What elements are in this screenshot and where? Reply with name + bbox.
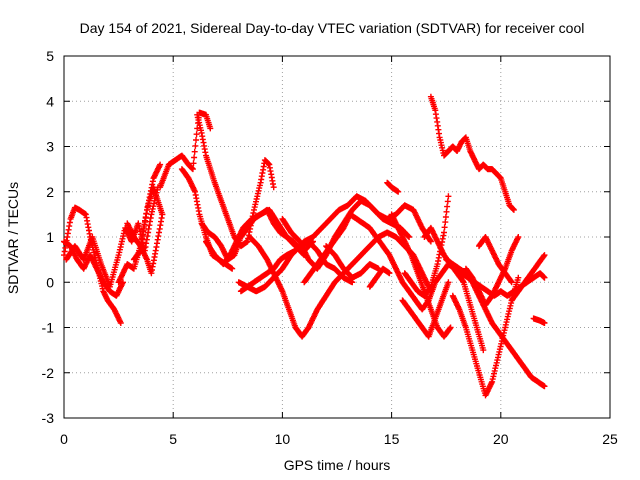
axis-ticks	[63, 55, 611, 419]
y-tick-label: 2	[46, 184, 54, 200]
series-arc18	[366, 265, 393, 290]
y-tick-label: -3	[42, 410, 55, 426]
y-tick-label: 3	[46, 139, 54, 155]
data-point	[191, 154, 198, 161]
data-point	[444, 203, 451, 210]
data-point	[117, 320, 124, 326]
data-point	[115, 252, 122, 259]
y-tick-label: 1	[46, 229, 54, 245]
y-tick-label: 0	[46, 274, 54, 290]
series-arc19	[384, 179, 402, 195]
x-tick-label: 5	[169, 431, 177, 447]
x-tick-label: 10	[275, 431, 291, 447]
data-point	[137, 247, 144, 254]
data-point	[229, 265, 236, 272]
data-point	[190, 160, 197, 167]
data-point	[157, 161, 164, 168]
y-axis-label: SDTVAR / TECUs	[5, 182, 21, 294]
series-arc14	[237, 193, 413, 295]
data-point	[441, 224, 448, 231]
y-tick-label: 4	[46, 93, 54, 109]
x-tick-label: 25	[602, 431, 618, 447]
data-point	[144, 233, 151, 240]
data-point	[443, 208, 450, 215]
data-point	[270, 184, 277, 191]
x-axis-label: GPS time / hours	[284, 457, 391, 473]
data-point	[189, 166, 196, 173]
x-tick-label: 0	[60, 431, 68, 447]
series-arc11	[203, 206, 316, 268]
y-tick-labels: -3 -2 -1 0 1 2 3 4 5	[42, 48, 55, 426]
data-point	[207, 125, 214, 132]
x-tick-label: 20	[493, 431, 509, 447]
data-point	[139, 235, 146, 242]
data-point	[66, 223, 73, 230]
data-point	[193, 131, 200, 138]
data-point	[191, 148, 198, 155]
series-arc7	[157, 109, 214, 191]
data-point	[159, 211, 166, 218]
series-arc30	[530, 315, 548, 326]
data-point	[192, 142, 199, 149]
data-point	[193, 137, 199, 143]
series-arc24	[427, 93, 517, 213]
series-arc6	[130, 184, 166, 263]
data-point	[442, 214, 449, 220]
x-tick-label: 15	[384, 431, 400, 447]
x-tick-labels: 0 5 10 15 20 25	[60, 431, 618, 447]
y-tick-label: 5	[46, 48, 54, 64]
series-arc13	[235, 238, 356, 295]
data-points	[61, 93, 548, 399]
data-point	[441, 229, 447, 236]
chart-title: Day 154 of 2021, Sidereal Day-to-day VTE…	[80, 20, 585, 36]
data-point	[445, 193, 452, 200]
data-point	[135, 223, 142, 230]
y-tick-label: -1	[42, 320, 55, 336]
y-tick-label: -2	[42, 365, 55, 381]
